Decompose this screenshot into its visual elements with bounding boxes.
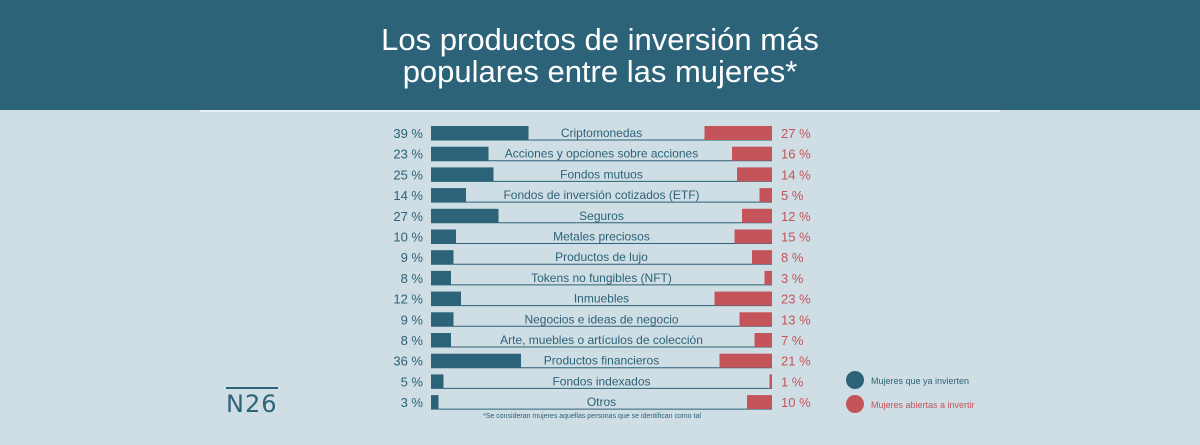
value-label-open: 3 % bbox=[781, 271, 804, 286]
value-label-investing: 25 % bbox=[393, 167, 423, 182]
value-label-investing: 10 % bbox=[393, 230, 423, 245]
bar-open bbox=[754, 333, 772, 347]
category-label: Criptomonedas bbox=[561, 126, 642, 140]
bar-open bbox=[752, 250, 772, 265]
category-label: Inmuebles bbox=[574, 292, 629, 306]
bar-open bbox=[719, 353, 772, 368]
value-label-open: 8 % bbox=[781, 250, 804, 265]
value-label-open: 5 % bbox=[781, 188, 804, 203]
category-label: Arte, muebles o artículos de colección bbox=[500, 333, 703, 347]
legend-swatch-investing bbox=[846, 371, 864, 389]
brand-logo: N26 bbox=[226, 387, 278, 418]
page-title: Los productos de inversión más populares… bbox=[0, 24, 1200, 88]
category-label: Seguros bbox=[579, 209, 624, 223]
category-label: Fondos indexados bbox=[552, 374, 650, 388]
bar-open bbox=[764, 270, 772, 285]
bar-open bbox=[747, 395, 772, 410]
bar-investing bbox=[431, 312, 454, 327]
bar-investing bbox=[431, 333, 451, 347]
value-label-investing: 5 % bbox=[401, 374, 424, 389]
bar-open bbox=[759, 188, 772, 203]
category-label: Tokens no fungibles (NFT) bbox=[531, 271, 672, 285]
bar-investing bbox=[431, 395, 439, 410]
value-label-investing: 36 % bbox=[393, 354, 423, 369]
bar-investing bbox=[431, 188, 466, 203]
value-label-investing: 14 % bbox=[393, 188, 423, 203]
bar-open bbox=[737, 167, 772, 182]
value-label-investing: 9 % bbox=[401, 312, 424, 327]
value-label-open: 12 % bbox=[781, 209, 811, 224]
value-label-open: 7 % bbox=[781, 333, 804, 348]
value-label-investing: 3 % bbox=[401, 395, 424, 410]
category-label: Negocios e ideas de negocio bbox=[524, 312, 678, 326]
header-divider bbox=[200, 110, 1000, 112]
bar-investing bbox=[431, 167, 494, 182]
value-label-open: 16 % bbox=[781, 147, 811, 162]
bar-open bbox=[732, 146, 772, 161]
bar-investing bbox=[431, 250, 454, 265]
header-banner: Los productos de inversión más populares… bbox=[0, 0, 1200, 110]
value-label-open: 21 % bbox=[781, 354, 811, 369]
bar-open bbox=[739, 312, 772, 327]
bar-open bbox=[742, 208, 772, 223]
category-label: Metales preciosos bbox=[553, 230, 650, 244]
legend-label-open: Mujeres abiertas a invertir bbox=[871, 400, 975, 410]
legend-label-investing: Mujeres que ya invierten bbox=[871, 376, 970, 386]
bar-investing bbox=[431, 291, 461, 306]
bar-open bbox=[734, 229, 772, 244]
category-label: Acciones y opciones sobre acciones bbox=[505, 147, 698, 161]
bar-open bbox=[704, 126, 772, 140]
category-label: Productos de lujo bbox=[555, 250, 648, 264]
bar-open bbox=[769, 374, 772, 389]
title-line-2: populares entre las mujeres* bbox=[402, 54, 798, 89]
value-label-investing: 39 % bbox=[393, 126, 423, 141]
bar-investing bbox=[431, 208, 499, 223]
value-label-investing: 12 % bbox=[393, 292, 423, 307]
value-label-investing: 27 % bbox=[393, 209, 423, 224]
value-label-open: 27 % bbox=[781, 126, 811, 141]
legend-swatch-open bbox=[846, 395, 864, 413]
bar-investing bbox=[431, 353, 521, 368]
value-label-investing: 8 % bbox=[401, 271, 424, 286]
bar-investing bbox=[431, 374, 444, 389]
category-label: Otros bbox=[587, 395, 616, 409]
category-label: Fondos de inversión cotizados (ETF) bbox=[503, 188, 699, 202]
bar-investing bbox=[431, 229, 456, 244]
footnote: *Se consideran mujeres aquellas personas… bbox=[483, 413, 701, 420]
bar-open bbox=[714, 291, 772, 306]
value-label-open: 14 % bbox=[781, 167, 811, 182]
value-label-investing: 9 % bbox=[401, 250, 424, 265]
category-label: Productos financieros bbox=[544, 354, 659, 368]
value-label-open: 23 % bbox=[781, 292, 811, 307]
bar-investing bbox=[431, 126, 529, 140]
bar-investing bbox=[431, 146, 489, 161]
category-label: Fondos mutuos bbox=[560, 167, 643, 181]
value-label-open: 15 % bbox=[781, 230, 811, 245]
value-label-investing: 8 % bbox=[401, 333, 424, 348]
title-line-1: Los productos de inversión más bbox=[381, 22, 819, 57]
value-label-investing: 23 % bbox=[393, 147, 423, 162]
value-label-open: 13 % bbox=[781, 312, 811, 327]
bar-investing bbox=[431, 270, 451, 285]
value-label-open: 10 % bbox=[781, 395, 811, 410]
value-label-open: 1 % bbox=[781, 374, 804, 389]
